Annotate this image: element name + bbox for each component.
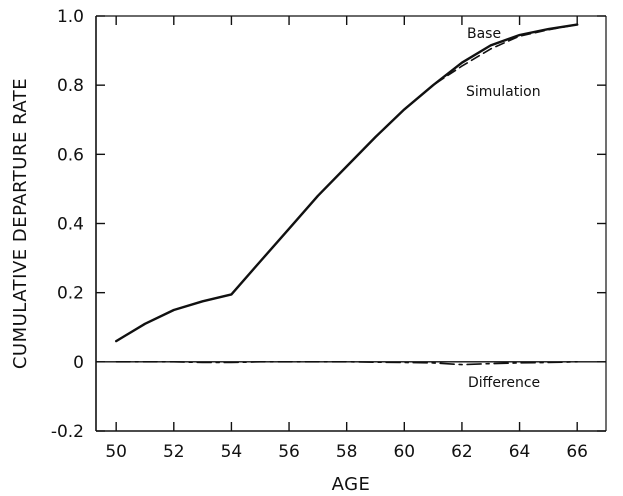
- annotation-base: Base: [467, 26, 501, 42]
- y-tick-label: 1.0: [57, 7, 84, 27]
- series-line-simulation: [115, 23, 579, 342]
- y-tick-label: 0: [73, 353, 84, 373]
- plot-area: -0.2 0 0.2 0.4 0.6 0.8 1.0 50 52 54 56 58 60 62 64 66 Ba…: [51, 7, 607, 462]
- x-tick-label: 64: [509, 442, 531, 462]
- y-tick-label: 0.6: [57, 145, 84, 165]
- series-line-base: [114, 23, 579, 343]
- x-tick-label: 52: [163, 442, 185, 462]
- x-tick-label: 66: [566, 442, 588, 462]
- x-tick-label: 56: [278, 442, 300, 462]
- annotation-simulation: Simulation: [466, 84, 541, 100]
- x-tick-label: 60: [393, 442, 415, 462]
- series-line-difference: [115, 360, 579, 366]
- y-tick-label: 0.2: [57, 284, 84, 304]
- x-tick-label: 50: [105, 442, 127, 462]
- x-axis-title: AGE: [332, 474, 371, 495]
- annotation-difference: Difference: [468, 375, 540, 391]
- x-tick-label: 54: [221, 442, 243, 462]
- y-tick-label: 0.8: [57, 76, 84, 96]
- x-tick-label: 62: [451, 442, 473, 462]
- y-tick-label: 0.4: [57, 215, 84, 235]
- x-tick-label: 58: [336, 442, 358, 462]
- y-tick-label: -0.2: [51, 422, 84, 442]
- y-axis-title: CUMULATIVE DEPARTURE RATE: [10, 78, 31, 369]
